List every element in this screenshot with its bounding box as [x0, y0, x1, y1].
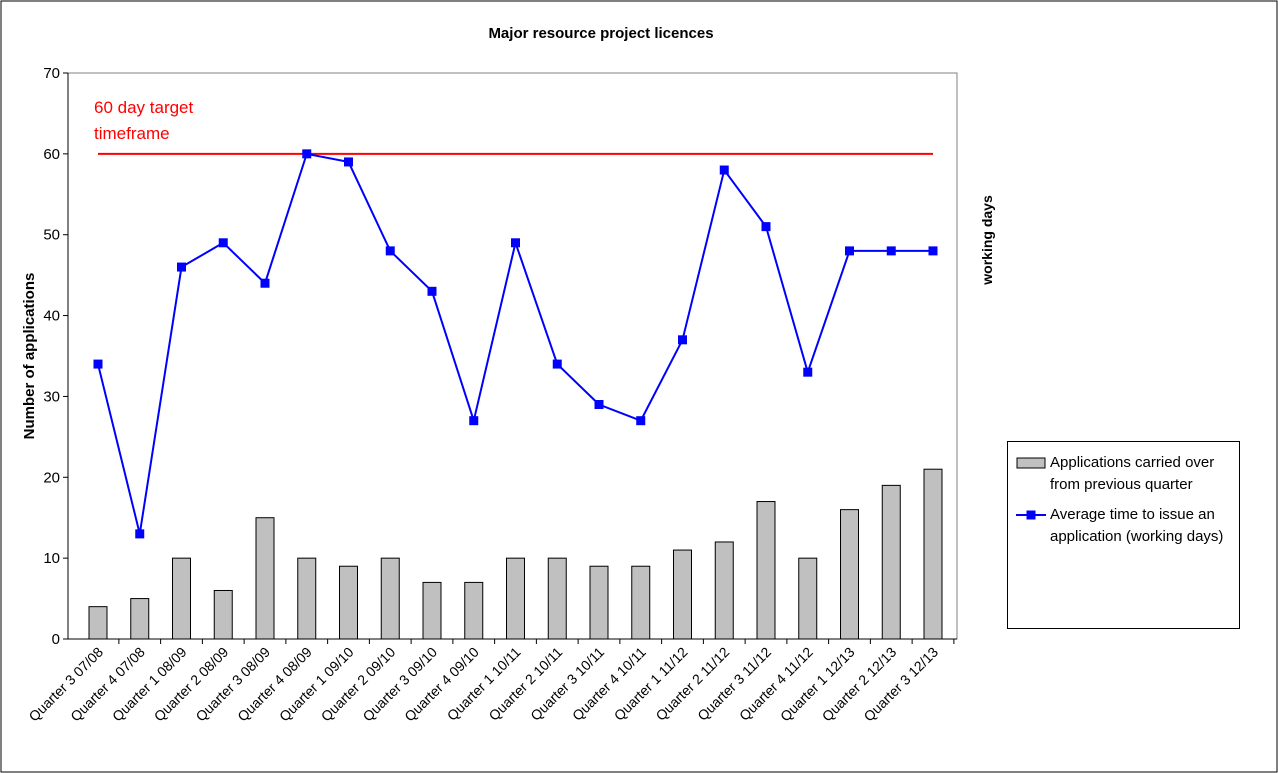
line-marker — [928, 246, 938, 256]
bar — [840, 509, 859, 640]
x-tick-label: Quarter 3 11/12 — [694, 644, 774, 724]
bar — [255, 517, 275, 640]
x-tick-label: Quarter 2 09/10 — [318, 644, 399, 725]
line-marker — [719, 165, 729, 175]
x-tick-label: Quarter 1 08/09 — [109, 644, 190, 725]
y-tick-label: 30 — [43, 388, 60, 405]
bar — [380, 557, 400, 640]
legend-marker-swatch — [1026, 510, 1036, 520]
bar — [130, 598, 150, 640]
line-marker — [177, 262, 186, 272]
bar — [88, 606, 108, 640]
bar — [923, 468, 943, 640]
bar — [673, 549, 692, 640]
x-tick-label: Quarter 3 07/08 — [25, 644, 106, 725]
line-marker — [678, 335, 687, 345]
y-tick-label: 20 — [43, 469, 60, 486]
line-marker — [845, 246, 854, 256]
x-tick-label: Quarter 3 10/11 — [527, 644, 607, 724]
x-tick-label: Quarter 3 08/09 — [192, 644, 273, 725]
y-axis-label: Number of applications — [21, 273, 38, 440]
line-marker — [135, 529, 145, 539]
line-marker — [302, 149, 312, 159]
y-tick-label: 0 — [52, 631, 60, 648]
bar — [422, 581, 442, 640]
bar — [798, 557, 818, 640]
line-marker — [636, 416, 646, 426]
x-tick-label: Quarter 4 08/09 — [234, 644, 315, 725]
legend-label: Average time to issue an application (wo… — [1050, 506, 1224, 545]
line-marker — [469, 416, 479, 426]
line-marker — [594, 400, 604, 410]
x-tick-label: Quarter 2 10/11 — [485, 644, 565, 724]
x-tick-label: Quarter 1 10/11 — [444, 644, 524, 724]
line-marker — [886, 246, 896, 256]
x-tick-label: Quarter 3 09/10 — [359, 644, 440, 725]
y2-axis-label: working days — [979, 195, 995, 286]
x-tick-label: Quarter 4 10/11 — [569, 644, 649, 724]
line-marker — [218, 238, 228, 248]
line-marker — [385, 246, 395, 256]
bar — [213, 589, 233, 640]
x-tick-label: Quarter 2 08/09 — [151, 644, 232, 725]
x-tick-label: Quarter 4 07/08 — [67, 644, 148, 725]
x-tick-label: Quarter 1 12/13 — [777, 644, 858, 725]
x-tick-label: Quarter 4 09/10 — [401, 644, 482, 725]
x-tick-label: Quarter 2 11/12 — [652, 644, 732, 724]
bar — [339, 565, 358, 640]
line-marker — [511, 238, 520, 248]
bar — [756, 501, 776, 640]
y-tick-label: 10 — [43, 550, 60, 567]
line-marker — [344, 157, 353, 167]
x-tick-label: Quarter 1 09/10 — [276, 644, 357, 725]
line-marker — [427, 286, 437, 296]
y-tick-label: 50 — [43, 227, 60, 244]
chart-title: Major resource project licences — [488, 25, 713, 42]
line — [97, 152, 933, 535]
bar — [881, 484, 901, 640]
bar — [714, 541, 734, 640]
bar — [297, 557, 317, 640]
x-tick-label: Quarter 2 12/13 — [819, 644, 900, 725]
line-marker — [552, 359, 562, 369]
bar — [464, 581, 484, 640]
target-label: 60 day target — [94, 98, 194, 117]
legend-label: Applications carried over from previous … — [1050, 454, 1215, 493]
x-tick-label: Quarter 1 11/12 — [611, 644, 691, 724]
bar — [506, 557, 525, 640]
x-tick-label: Quarter 4 11/12 — [736, 644, 816, 724]
target-label: timeframe — [94, 124, 170, 143]
line-marker — [803, 367, 813, 377]
legend: Applications carried over from previous … — [1007, 441, 1240, 629]
y-tick-label: 70 — [43, 65, 60, 82]
line-marker — [761, 222, 771, 232]
line-marker — [93, 359, 103, 369]
line-marker — [260, 278, 270, 288]
bar — [172, 557, 191, 640]
y-tick-label: 40 — [43, 308, 60, 325]
y-tick-label: 60 — [43, 146, 60, 163]
plot-area — [67, 72, 958, 640]
legend-item: Average time to issue an application (wo… — [1016, 504, 1233, 548]
x-tick-label: Quarter 3 12/13 — [860, 644, 941, 725]
bar — [589, 565, 609, 640]
legend-swatch — [1016, 457, 1046, 469]
legend-item: Applications carried over from previous … — [1016, 452, 1233, 496]
legend-swatch — [1016, 510, 1046, 520]
bar — [547, 557, 567, 640]
bar — [631, 565, 651, 640]
legend-bar-swatch — [1016, 457, 1046, 469]
